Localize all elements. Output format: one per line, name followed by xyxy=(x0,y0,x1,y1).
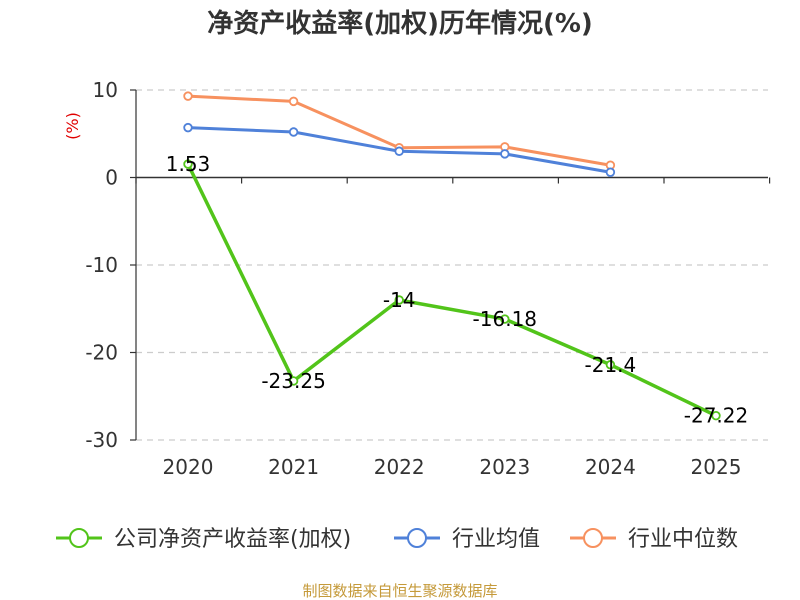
axes: 10 0 -10 -20 -30 2020 2021 2022 2023 2024 2025 xyxy=(85,78,771,479)
data-point xyxy=(394,146,404,156)
legend-item: 行业均值 xyxy=(394,527,540,552)
legend-label: 行业中位数 xyxy=(628,527,738,552)
x-tick-label: 2023 xyxy=(479,455,530,479)
legend-marker xyxy=(69,528,89,548)
data-point xyxy=(183,122,193,133)
x-tick-label: 2020 xyxy=(163,455,214,479)
data-point xyxy=(500,149,510,159)
x-tick-label: 2021 xyxy=(268,455,319,479)
y-tick-label: 0 xyxy=(105,166,118,190)
y-tick-label: -10 xyxy=(85,253,118,277)
source-note: 制图数据来自恒生聚源数据库 xyxy=(302,582,497,600)
legend-item: 行业中位数 xyxy=(570,527,738,552)
data-label: -21.4 xyxy=(585,353,637,377)
y-tick-label: -30 xyxy=(85,428,118,452)
data-point xyxy=(394,295,404,305)
data-point xyxy=(288,376,299,386)
data-label: -14 xyxy=(383,288,416,312)
data-point xyxy=(711,410,721,421)
data-label: -16.18 xyxy=(473,307,537,331)
legend: 公司净资产收益率(加权) 行业均值 行业中位数 xyxy=(56,527,738,552)
data-point xyxy=(605,167,616,177)
x-tick-label: 2022 xyxy=(374,455,425,479)
legend-marker xyxy=(407,528,427,548)
series-line xyxy=(186,163,717,418)
data-label: 1.53 xyxy=(166,152,211,176)
data-point xyxy=(500,314,510,324)
legend-label: 行业均值 xyxy=(452,527,540,552)
data-point xyxy=(288,127,299,137)
legend-label: 公司净资产收益率(加权) xyxy=(114,527,351,552)
y-axis-unit-label: (%) xyxy=(63,112,82,140)
data-point xyxy=(183,159,193,169)
legend-item: 公司净资产收益率(加权) xyxy=(56,527,351,552)
legend-marker xyxy=(583,528,603,548)
data-label: -27.22 xyxy=(684,404,748,428)
data-labels: 1.53 -23.25 -14 -16.18 -21.4 -27.22 xyxy=(166,152,749,428)
grid-lines xyxy=(136,89,768,441)
chart-title: 净资产收益率(加权)历年情况(%) xyxy=(207,8,593,39)
y-tick-label: 10 xyxy=(93,78,118,102)
y-tick-label: -20 xyxy=(85,341,118,365)
data-point xyxy=(183,91,193,101)
data-label: -23.25 xyxy=(261,369,325,393)
x-tick-label: 2025 xyxy=(691,455,742,479)
data-point xyxy=(288,96,299,107)
data-point xyxy=(605,360,616,370)
x-tick-label: 2024 xyxy=(585,455,636,479)
series-lines xyxy=(183,91,721,421)
